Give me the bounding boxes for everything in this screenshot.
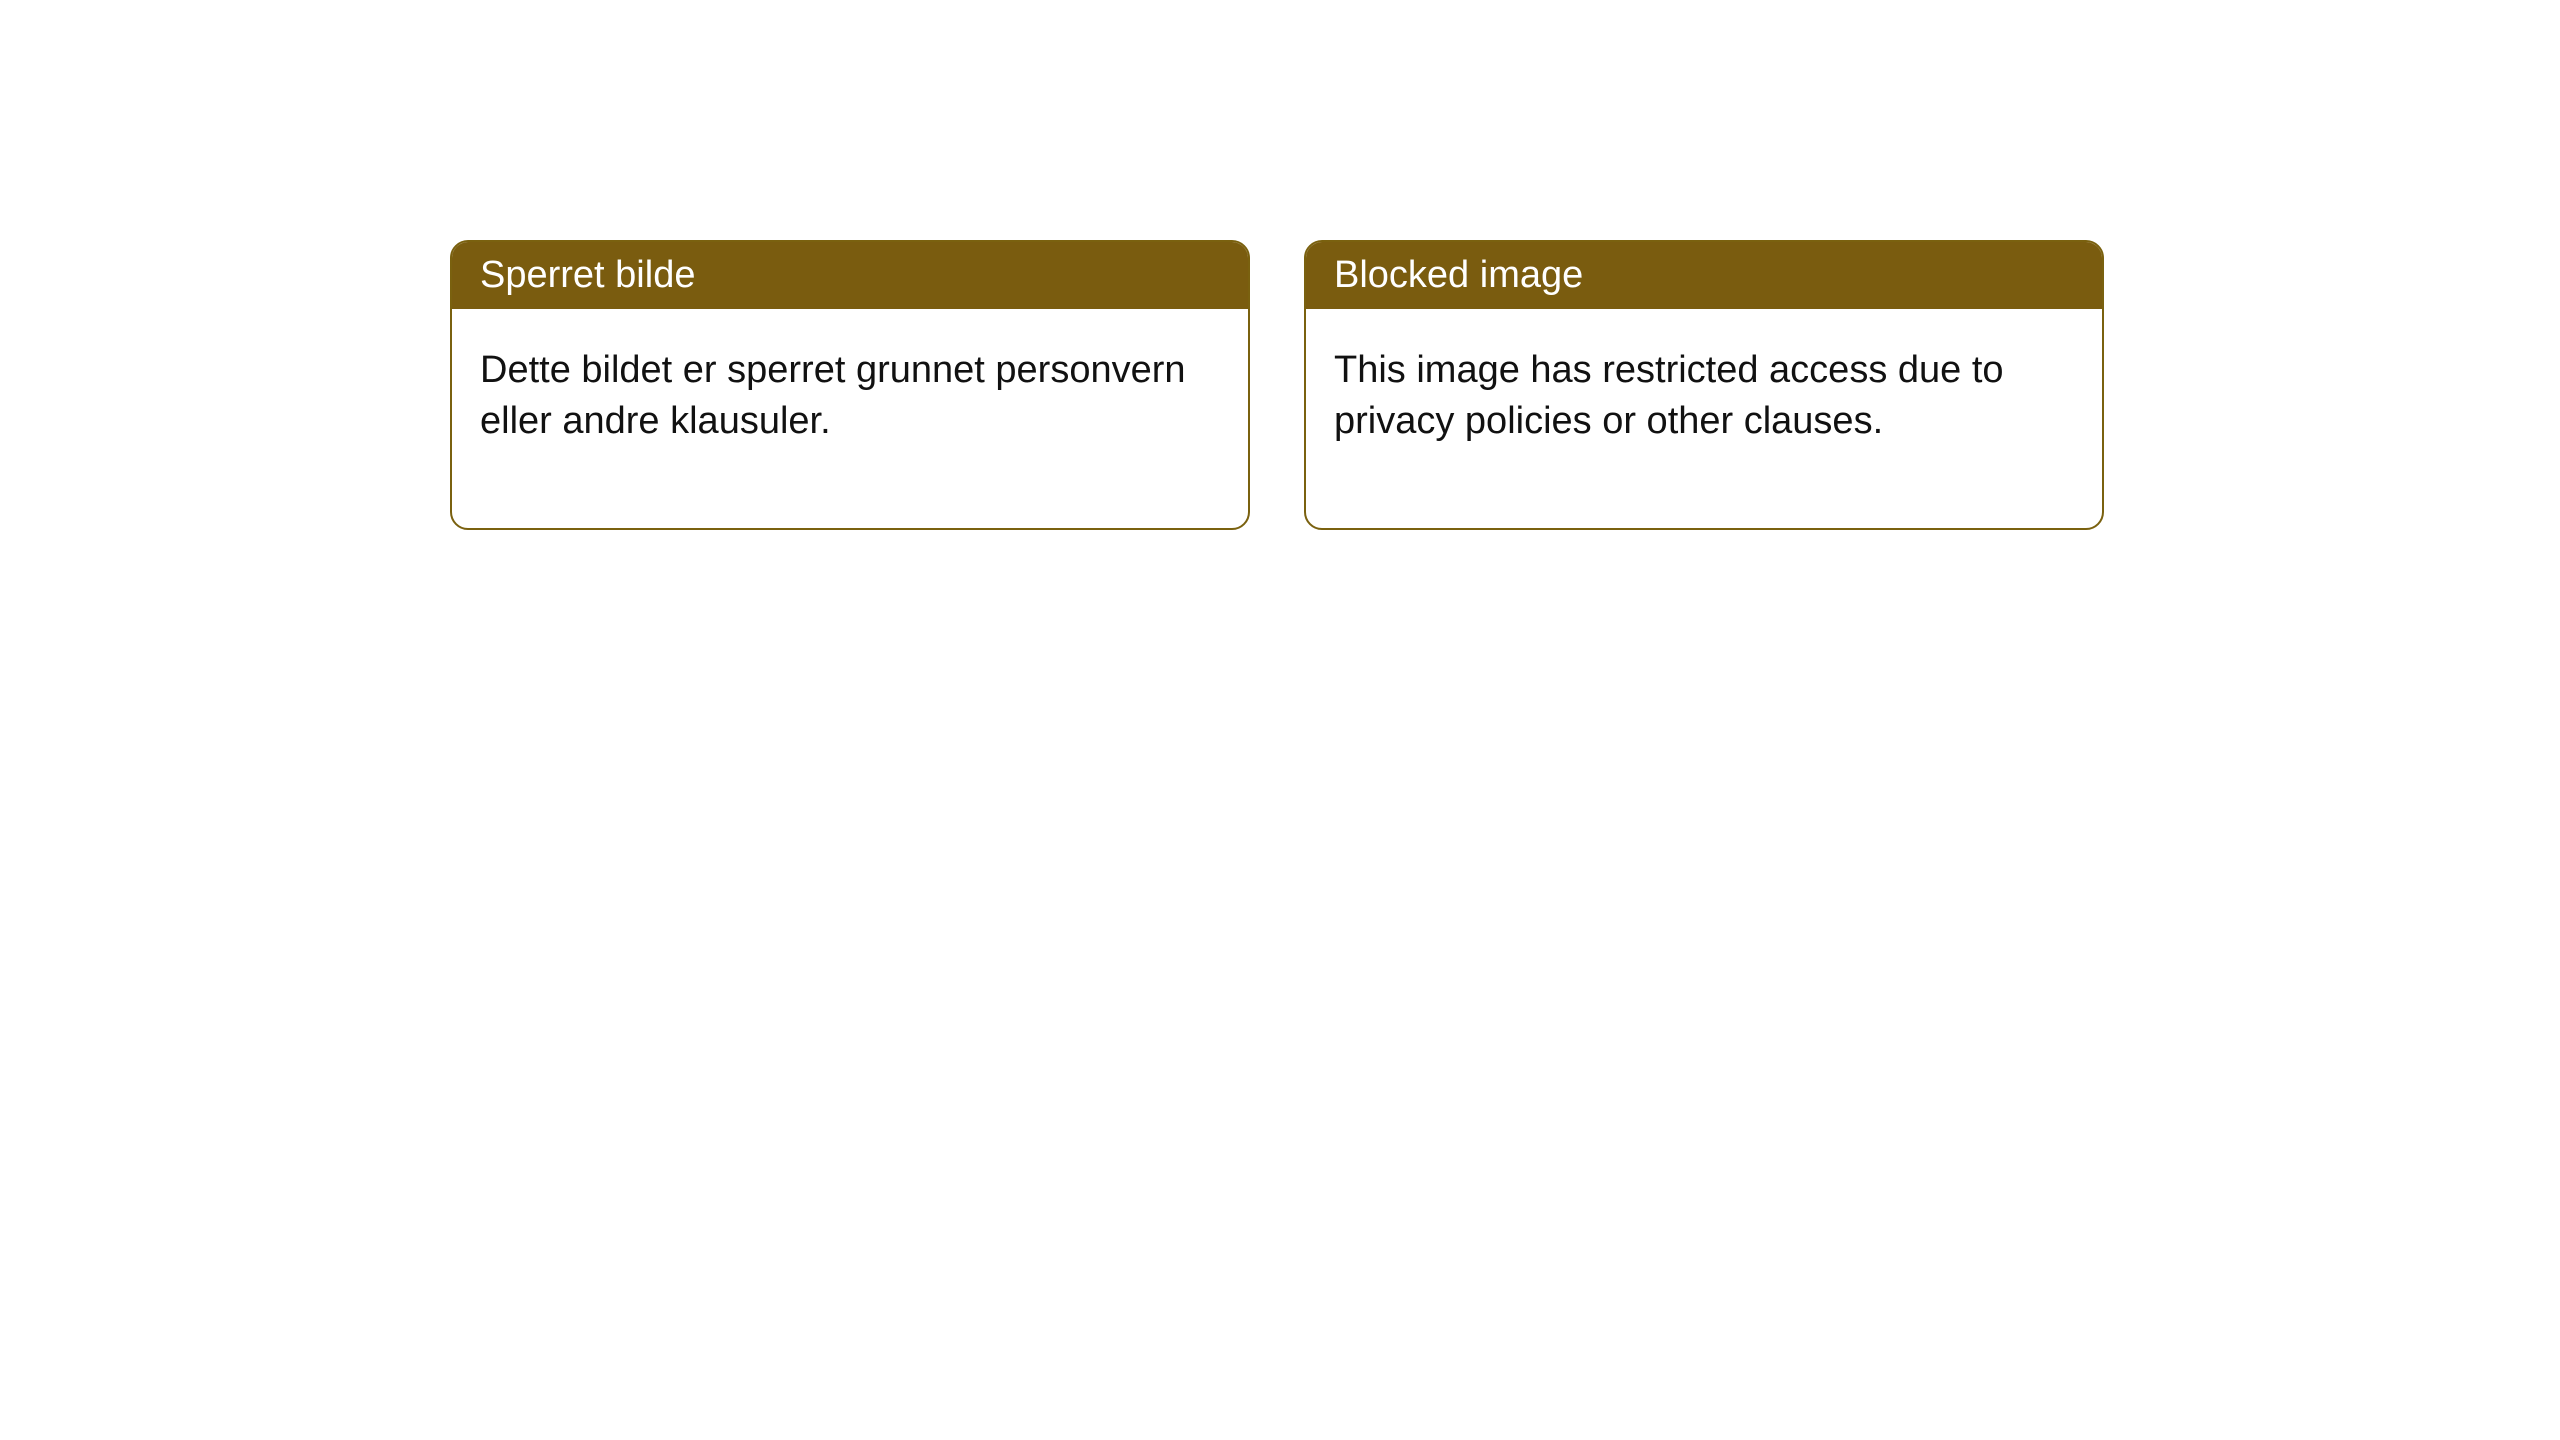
notice-card-norwegian: Sperret bilde Dette bildet er sperret gr… xyxy=(450,240,1250,530)
notice-header: Sperret bilde xyxy=(452,242,1248,309)
notice-body: Dette bildet er sperret grunnet personve… xyxy=(452,309,1248,528)
notice-body: This image has restricted access due to … xyxy=(1306,309,2102,528)
notice-container: Sperret bilde Dette bildet er sperret gr… xyxy=(0,0,2560,530)
notice-header: Blocked image xyxy=(1306,242,2102,309)
notice-card-english: Blocked image This image has restricted … xyxy=(1304,240,2104,530)
